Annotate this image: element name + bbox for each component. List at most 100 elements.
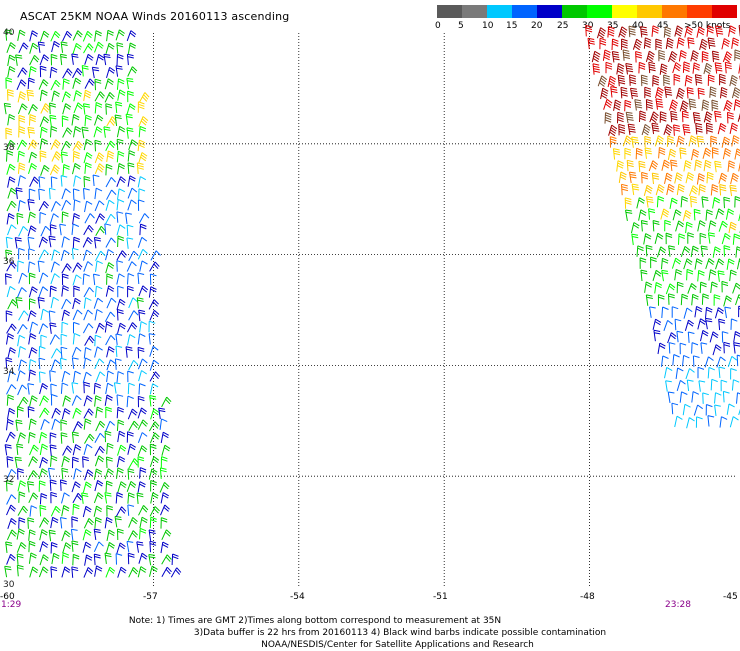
wind-barb bbox=[17, 529, 25, 540]
wind-barb bbox=[4, 103, 11, 114]
wind-barb bbox=[162, 530, 171, 540]
wind-barb bbox=[95, 518, 102, 529]
wind-barb bbox=[128, 91, 134, 102]
wind-barb bbox=[95, 566, 103, 577]
wind-barb bbox=[62, 456, 70, 467]
wind-barb bbox=[118, 567, 127, 578]
wind-barb bbox=[29, 530, 36, 541]
wind-barb bbox=[28, 127, 35, 138]
time-left: 1:29 bbox=[1, 600, 21, 610]
wind-barb bbox=[28, 482, 35, 493]
wind-barb bbox=[73, 554, 79, 565]
wind-barb bbox=[116, 30, 125, 41]
wind-barb bbox=[117, 79, 124, 90]
wind-barb bbox=[139, 153, 147, 164]
wind-barb bbox=[656, 87, 664, 98]
wind-barb bbox=[17, 542, 26, 552]
wind-barb bbox=[51, 54, 57, 65]
wind-barb bbox=[116, 554, 122, 565]
wind-barb bbox=[161, 493, 169, 504]
wind-barb bbox=[19, 311, 29, 321]
wind-barb bbox=[708, 38, 715, 49]
wind-barb bbox=[665, 220, 671, 231]
wind-barb bbox=[646, 245, 652, 256]
wind-barb bbox=[150, 384, 158, 395]
wind-barb bbox=[62, 371, 70, 382]
wind-barb bbox=[74, 176, 81, 187]
wind-barb bbox=[700, 282, 706, 293]
wind-barb bbox=[84, 225, 94, 235]
wind-barb bbox=[51, 140, 60, 150]
wind-barb bbox=[706, 307, 713, 318]
wind-barb bbox=[72, 248, 78, 259]
wind-barb bbox=[51, 297, 59, 308]
wind-barb bbox=[127, 238, 133, 249]
wind-barb bbox=[83, 237, 92, 247]
wind-barb bbox=[711, 282, 718, 293]
wind-barb bbox=[29, 152, 37, 163]
wind-barb bbox=[107, 347, 115, 358]
wind-barb bbox=[700, 233, 706, 244]
wind-barb bbox=[162, 445, 170, 456]
wind-barb bbox=[708, 416, 714, 427]
wind-barb bbox=[127, 78, 134, 89]
wind-barb bbox=[85, 434, 95, 444]
wind-barb bbox=[656, 39, 662, 50]
wind-barb bbox=[626, 64, 633, 75]
wind-barb bbox=[85, 470, 93, 481]
wind-barb bbox=[71, 529, 77, 540]
wind-barb bbox=[673, 210, 681, 221]
wind-barb bbox=[680, 392, 687, 403]
wind-barb bbox=[732, 88, 740, 99]
wind-barb bbox=[150, 507, 160, 517]
wind-barb bbox=[128, 469, 134, 480]
wind-barb bbox=[73, 275, 81, 286]
wind-barb bbox=[107, 457, 113, 468]
wind-barb bbox=[149, 422, 159, 432]
wind-barb bbox=[138, 177, 146, 188]
wind-barb bbox=[106, 214, 116, 224]
wind-barb bbox=[17, 80, 26, 90]
wind-barb bbox=[105, 469, 113, 480]
wind-barb bbox=[106, 250, 114, 261]
wind-barb bbox=[74, 91, 82, 102]
wind-barb bbox=[600, 38, 606, 49]
wind-barb bbox=[619, 124, 625, 135]
wind-barb bbox=[139, 214, 149, 224]
wind-barb bbox=[699, 381, 705, 392]
wind-barb bbox=[19, 492, 25, 503]
wind-barb bbox=[707, 123, 713, 134]
wind-barb bbox=[735, 197, 740, 208]
wind-barb bbox=[677, 136, 685, 147]
lat-label: 36 bbox=[3, 257, 14, 267]
wind-barb bbox=[161, 432, 169, 443]
wind-barb bbox=[7, 530, 16, 540]
footnote-line: Note: 1) Times are GMT 2)Times along bot… bbox=[0, 615, 740, 627]
wind-barb bbox=[30, 322, 38, 333]
wind-barb bbox=[84, 419, 91, 430]
wind-barb bbox=[684, 308, 692, 319]
wind-barb bbox=[39, 432, 47, 443]
wind-barb bbox=[62, 92, 71, 102]
wind-barb bbox=[654, 330, 661, 341]
wind-barb bbox=[73, 422, 82, 432]
wind-barb bbox=[729, 222, 737, 233]
wind-barb bbox=[724, 246, 730, 257]
wind-barb bbox=[39, 346, 45, 357]
wind-barb bbox=[668, 333, 677, 343]
wind-barb bbox=[695, 259, 702, 270]
wind-barb bbox=[40, 505, 46, 516]
wind-barb bbox=[15, 238, 22, 249]
wind-barb bbox=[73, 333, 80, 344]
wind-barb bbox=[95, 153, 104, 163]
wind-barb bbox=[696, 123, 703, 134]
wind-barb bbox=[138, 408, 147, 419]
wind-barb bbox=[95, 102, 102, 113]
wind-barb bbox=[83, 506, 91, 517]
wind-barb bbox=[40, 530, 48, 541]
wind-barb bbox=[655, 136, 663, 147]
wind-barb bbox=[39, 189, 45, 200]
wind-barb bbox=[49, 468, 55, 479]
wind-barb bbox=[72, 54, 79, 65]
